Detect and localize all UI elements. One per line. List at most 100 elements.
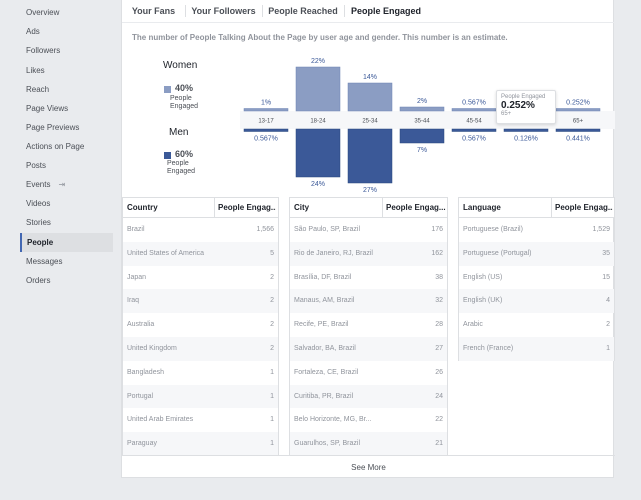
people-engaged-cell: 15 [602,273,610,281]
women-bar-18-24 [295,66,341,112]
tab-people-engaged[interactable]: People Engaged [350,6,421,16]
tooltip-age: 65+ [501,111,512,117]
tab-people-reached[interactable]: People Reached [268,6,338,16]
category-label-65+: 65+ [573,119,584,125]
language-name-cell: Arabic [463,321,483,329]
city-name-cell: Rio de Janeiro, RJ, Brazil [294,249,373,257]
people-engaged-cell: 162 [431,249,443,257]
column-header-people-engaged[interactable]: People Engag... [386,203,446,212]
table-row: Australia 2 [123,313,278,337]
table-row: Belo Horizonte, MG, Br... 22 [290,408,447,432]
column-header-country[interactable]: Country [127,203,158,212]
column-header-city[interactable]: City [294,203,310,212]
women-data-label-13-17: 1% [261,100,271,107]
sidebar-item-messages[interactable]: Messages [26,257,63,266]
column-header-language[interactable]: Language [463,203,501,212]
tab-divider [262,5,263,17]
people-engaged-cell: 28 [435,321,443,329]
chart-tooltip: People Engaged 0.252% 65+ [496,90,556,124]
table-header: City People Engag... [290,198,447,218]
tab-your-fans[interactable]: Your Fans [131,6,176,16]
men-bar-13-17 [243,128,289,132]
table-row: French (France) 1 [459,336,614,361]
language-name-cell: Portuguese (Portugal) [463,249,532,257]
external-link-icon: ⇥ [58,180,66,189]
table-row: São Paulo, SP, Brazil 176 [290,218,447,242]
category-label-18-24: 18-24 [310,119,326,125]
see-more-button[interactable]: See More [122,455,615,478]
table-row: United States of America 5 [123,241,278,266]
people-engaged-cell: 1 [270,416,274,424]
sidebar-item-page-views[interactable]: Page Views [26,104,69,113]
city-name-cell: Recife, PE, Brazil [294,321,349,329]
sidebar-item-overview[interactable]: Overview [26,8,60,17]
city-name-cell: Fortaleza, CE, Brazil [294,368,359,376]
sidebar-item-reach[interactable]: Reach [26,85,50,94]
people-engaged-cell: 2 [606,321,610,329]
women-bar-45-54 [451,108,497,112]
men-data-label-45-54: 0.567% [462,136,486,143]
tab-bar: Your Fans Your Followers People Reached … [122,0,615,23]
language-name-cell: English (UK) [463,297,503,305]
country-table: Country People Engag... Brazil 1,566 Unite… [122,197,279,456]
table-row: Guarulhos, SP, Brazil 21 [290,432,447,456]
table-row: Brasília, DF, Brazil 38 [290,266,447,290]
people-engaged-cell: 22 [435,416,443,424]
column-header-people-engaged[interactable]: People Engag... [555,203,613,212]
sidebar-item-stories[interactable]: Stories [26,218,51,227]
table-row: Fortaleza, CE, Brazil 26 [290,361,447,385]
sidebar-item-label: Events [26,180,51,189]
table-row: Manaus, AM, Brazil 32 [290,289,447,314]
city-name-cell: Brasília, DF, Brazil [294,273,352,281]
tab-your-followers[interactable]: Your Followers [191,6,256,16]
column-divider [551,198,552,217]
table-row: United Kingdom 2 [123,336,278,361]
women-data-label-45-54: 0.567% [462,100,486,107]
city-name-cell: Salvador, BA, Brazil [294,344,356,352]
people-engaged-cell: 32 [435,297,443,305]
men-bar-55-64 [503,128,549,132]
sidebar-item-followers[interactable]: Followers [26,46,61,55]
sidebar-nav: Overview Ads Followers Likes Reach Page … [0,0,120,500]
sidebar-item-actions-on-page[interactable]: Actions on Page [26,142,85,151]
sidebar-item-orders[interactable]: Orders [26,276,51,285]
men-bar-25-34 [347,128,393,184]
men-data-label-25-34: 27% [363,187,377,194]
table-row: Salvador, BA, Brazil 27 [290,336,447,361]
table-row: Portuguese (Brazil) 1,529 [459,218,614,242]
people-engaged-cell: 1 [270,392,274,400]
people-engaged-cell: 2 [270,273,274,281]
legend-women-percent: 40% [175,83,194,93]
women-bar-35-44 [399,106,445,112]
people-engaged-cell: 2 [270,321,274,329]
tab-divider [344,5,345,17]
people-engaged-cell: 176 [431,226,443,233]
sidebar-item-posts[interactable]: Posts [26,161,47,170]
sidebar-item-page-previews[interactable]: Page Previews [26,123,80,132]
tooltip-label: People Engaged [501,94,546,100]
chart-description: The number of People Talking About the P… [132,33,508,42]
tab-divider [185,5,186,17]
category-label-35-44: 35-44 [414,119,430,125]
table-row: Bangladesh 1 [123,361,278,385]
table-row: Recife, PE, Brazil 28 [290,313,447,337]
city-name-cell: São Paulo, SP, Brazil [294,226,361,233]
sidebar-item-videos[interactable]: Videos [26,199,51,208]
men-data-label-55-64: 0.126% [514,136,538,143]
table-row: Portuguese (Portugal) 35 [459,241,614,266]
language-name-cell: English (US) [463,273,503,281]
legend-men-swatch [164,152,171,159]
sidebar-item-likes[interactable]: Likes [26,66,45,75]
column-header-people-engaged[interactable]: People Engag... [218,203,276,212]
country-name-cell: Iraq [127,297,140,305]
country-name-cell: Bangladesh [127,368,164,376]
country-name-cell: United Kingdom [127,344,177,352]
men-data-label-13-17: 0.567% [254,136,278,143]
sidebar-item-people[interactable]: People [20,233,113,252]
sidebar-item-events[interactable]: Events ⇥ [20,175,113,194]
country-name-cell: United States of America [127,249,205,257]
people-engaged-cell: 4 [606,297,610,305]
people-engaged-cell: 1 [270,368,274,376]
people-engaged-cell: 5 [270,249,274,257]
sidebar-item-ads[interactable]: Ads [26,27,40,36]
